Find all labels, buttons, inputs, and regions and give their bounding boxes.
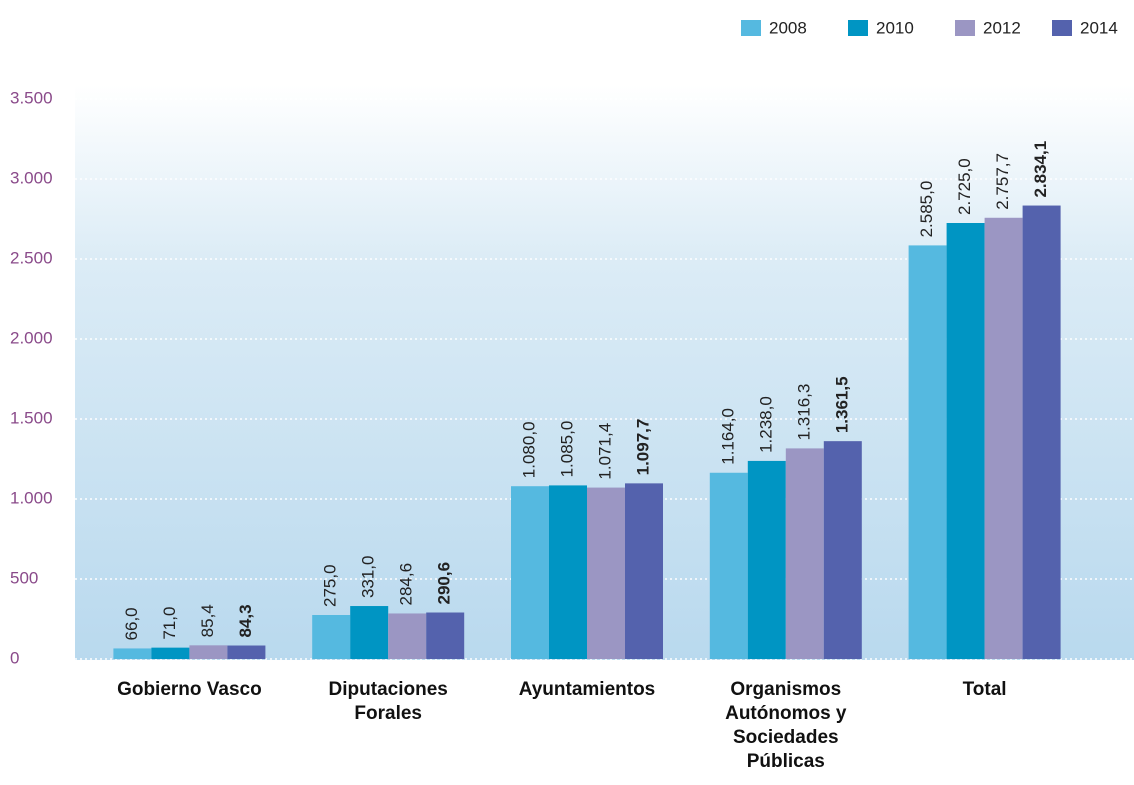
x-tick-label: Gobierno Vasco <box>117 679 262 700</box>
y-tick-label: 2.500 <box>10 248 53 267</box>
legend-label: 2008 <box>769 18 807 37</box>
value-label: 1.080,0 <box>519 421 538 478</box>
legend-swatch <box>1052 20 1072 36</box>
value-label: 66,0 <box>122 607 141 640</box>
value-label: 1.085,0 <box>557 421 576 478</box>
x-tick-label: Ayuntamientos <box>518 679 656 700</box>
bar <box>946 223 985 659</box>
bar <box>388 613 427 659</box>
bar <box>709 472 748 659</box>
legend-swatch <box>955 20 975 36</box>
value-label: 2.585,0 <box>917 181 936 238</box>
value-label: 1.361,5 <box>832 376 851 433</box>
legend-label: 2010 <box>876 18 914 37</box>
bar <box>189 645 228 659</box>
value-label: 1.164,0 <box>718 408 737 465</box>
legend-swatch <box>741 20 761 36</box>
bar <box>511 486 549 659</box>
value-label: 1.316,3 <box>794 384 813 441</box>
bar <box>312 615 351 659</box>
x-tick-label: Organismos Autónomos y Sociedades Públic… <box>725 679 847 772</box>
y-tick-label: 3.000 <box>10 168 53 187</box>
bar <box>908 245 947 659</box>
value-label: 2.834,1 <box>1031 141 1050 198</box>
value-label: 71,0 <box>160 607 179 640</box>
bar <box>113 648 152 659</box>
y-tick-label: 1.500 <box>10 408 53 427</box>
bar <box>426 612 465 659</box>
y-tick-label: 0 <box>10 648 19 667</box>
value-label: 2.725,0 <box>955 158 974 215</box>
value-label: 84,3 <box>236 604 255 637</box>
bar <box>625 483 663 659</box>
legend-label: 2012 <box>983 18 1021 37</box>
legend-swatch <box>848 20 868 36</box>
value-label: 1.071,4 <box>595 423 614 480</box>
y-tick-label: 3.500 <box>10 88 53 107</box>
x-tick-label: Total <box>962 679 1007 700</box>
value-label: 331,0 <box>359 555 378 598</box>
bar <box>350 606 389 659</box>
value-label: 85,4 <box>198 604 217 637</box>
y-tick-label: 1.000 <box>10 488 53 507</box>
bar <box>227 645 266 659</box>
legend-label: 2014 <box>1080 18 1118 37</box>
value-label: 2.757,7 <box>993 153 1012 210</box>
value-label: 284,6 <box>397 563 416 606</box>
value-label: 1.097,7 <box>633 419 652 476</box>
bar <box>984 217 1023 659</box>
x-tick-label: Diputaciones Forales <box>328 679 448 724</box>
y-tick-label: 500 <box>10 568 38 587</box>
bar <box>549 485 587 659</box>
value-label: 1.238,0 <box>756 396 775 453</box>
bar <box>587 487 625 659</box>
bar <box>823 441 862 659</box>
value-label: 275,0 <box>321 564 340 607</box>
bar <box>747 460 786 659</box>
bar <box>151 647 190 659</box>
bar <box>785 448 824 659</box>
value-label: 290,6 <box>435 562 454 605</box>
bar <box>1022 205 1061 659</box>
y-tick-label: 2.000 <box>10 328 53 347</box>
